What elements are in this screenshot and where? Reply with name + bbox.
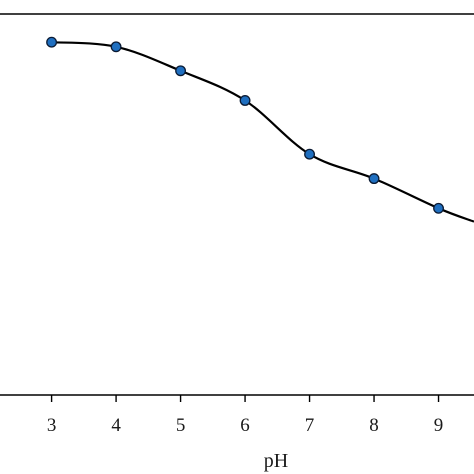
x-tick-label-7: 7	[305, 415, 315, 436]
plot-frame	[0, 13, 474, 396]
data-series-line	[51, 41, 474, 223]
data-point-ph-6	[239, 95, 251, 106]
x-axis-ticks	[50, 395, 440, 402]
data-point-ph-5	[175, 65, 187, 77]
data-point-ph-3	[46, 36, 58, 48]
x-tick-label-9: 9	[434, 415, 444, 436]
data-point-ph-9	[433, 202, 444, 214]
x-axis-label: pH	[264, 450, 288, 472]
x-tick-label-5: 5	[176, 415, 186, 436]
data-point-ph-7	[304, 148, 316, 160]
data-points	[46, 36, 444, 214]
x-tick-label-6: 6	[240, 415, 250, 436]
x-axis-tick-labels: 3 4 5 6 7 8 9	[47, 415, 443, 436]
data-point-ph-4	[110, 41, 122, 53]
data-point-ph-8	[368, 173, 380, 185]
x-tick-label-8: 8	[369, 415, 379, 436]
x-tick-label-3: 3	[47, 415, 57, 436]
x-tick-label-4: 4	[111, 415, 121, 436]
